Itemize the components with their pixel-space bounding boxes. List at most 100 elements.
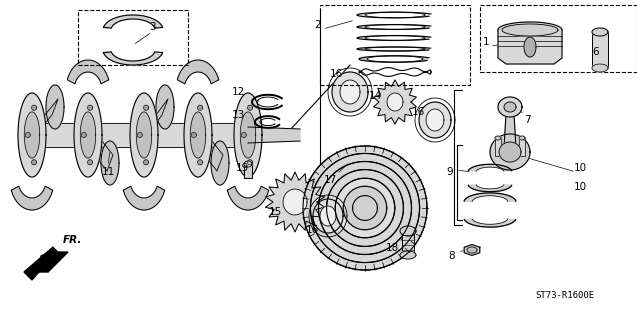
Polygon shape (504, 102, 516, 112)
Polygon shape (248, 105, 253, 110)
Polygon shape (340, 80, 360, 104)
Polygon shape (519, 136, 525, 140)
Polygon shape (190, 112, 206, 158)
Text: 12: 12 (231, 87, 245, 97)
Polygon shape (464, 193, 516, 202)
Polygon shape (30, 252, 55, 272)
Polygon shape (24, 112, 39, 158)
Polygon shape (357, 36, 433, 40)
Polygon shape (103, 52, 162, 65)
Polygon shape (46, 85, 64, 129)
Polygon shape (130, 93, 158, 177)
Polygon shape (82, 132, 86, 138)
Polygon shape (32, 123, 88, 147)
Text: 13: 13 (231, 110, 245, 120)
Bar (244, 164, 252, 178)
Text: 6: 6 (592, 47, 599, 57)
Polygon shape (136, 112, 152, 158)
Polygon shape (283, 189, 307, 215)
Polygon shape (68, 60, 109, 84)
Polygon shape (357, 47, 433, 51)
Polygon shape (156, 85, 174, 129)
Polygon shape (191, 132, 196, 138)
Polygon shape (387, 93, 403, 111)
Polygon shape (332, 72, 368, 112)
Polygon shape (464, 244, 480, 255)
Polygon shape (101, 141, 119, 185)
Text: 17: 17 (324, 175, 336, 185)
Polygon shape (303, 146, 427, 270)
Polygon shape (241, 132, 247, 138)
Text: 18: 18 (385, 243, 399, 253)
Polygon shape (303, 146, 427, 270)
Text: 10: 10 (573, 163, 587, 173)
Polygon shape (468, 185, 512, 192)
Polygon shape (248, 127, 300, 143)
Text: 7: 7 (524, 115, 531, 125)
Polygon shape (498, 97, 522, 117)
Polygon shape (141, 99, 168, 143)
Polygon shape (592, 64, 608, 72)
Text: 2: 2 (315, 20, 321, 30)
Polygon shape (177, 60, 218, 84)
Polygon shape (313, 199, 343, 233)
Polygon shape (32, 160, 36, 165)
Polygon shape (25, 132, 31, 138)
Polygon shape (490, 134, 530, 170)
Polygon shape (88, 160, 92, 165)
Polygon shape (240, 112, 255, 158)
Polygon shape (359, 56, 431, 62)
Polygon shape (335, 178, 395, 238)
Polygon shape (244, 161, 252, 167)
Text: 16: 16 (412, 107, 425, 117)
Polygon shape (357, 12, 433, 18)
Polygon shape (195, 127, 223, 171)
Text: 14: 14 (368, 91, 382, 101)
Polygon shape (498, 22, 562, 64)
Bar (519, 138, 525, 156)
Polygon shape (495, 136, 501, 140)
Polygon shape (426, 109, 444, 131)
Polygon shape (419, 102, 451, 138)
Text: 11: 11 (101, 167, 115, 177)
Polygon shape (29, 99, 58, 143)
Polygon shape (502, 24, 558, 36)
Polygon shape (32, 105, 36, 110)
Polygon shape (144, 123, 198, 147)
Polygon shape (464, 219, 515, 227)
Polygon shape (88, 123, 144, 147)
Polygon shape (18, 93, 46, 177)
Text: 8: 8 (448, 251, 455, 261)
Bar (592, 32, 608, 68)
Bar (495, 138, 501, 156)
Polygon shape (124, 186, 165, 210)
Polygon shape (400, 226, 416, 236)
Polygon shape (504, 114, 516, 148)
Text: 19: 19 (236, 163, 248, 173)
Bar (402, 231, 414, 255)
Polygon shape (184, 93, 212, 177)
Polygon shape (320, 206, 336, 226)
Polygon shape (143, 160, 148, 165)
Polygon shape (198, 123, 248, 147)
Text: FR.: FR. (63, 235, 82, 245)
Polygon shape (467, 247, 477, 253)
Polygon shape (197, 105, 203, 110)
Polygon shape (227, 186, 269, 210)
Text: 1: 1 (483, 37, 489, 47)
Text: 15: 15 (268, 207, 282, 217)
Polygon shape (400, 251, 416, 259)
Text: 16: 16 (305, 225, 318, 235)
Polygon shape (266, 172, 324, 232)
Text: 16: 16 (329, 69, 343, 79)
Polygon shape (248, 160, 253, 165)
Text: 3: 3 (148, 22, 155, 32)
Polygon shape (74, 93, 102, 177)
Polygon shape (343, 186, 387, 230)
Polygon shape (357, 25, 433, 29)
Text: 9: 9 (447, 167, 454, 177)
Polygon shape (143, 105, 148, 110)
Text: ST73-R1600E: ST73-R1600E (536, 291, 594, 300)
Polygon shape (24, 247, 57, 280)
Polygon shape (468, 164, 512, 171)
